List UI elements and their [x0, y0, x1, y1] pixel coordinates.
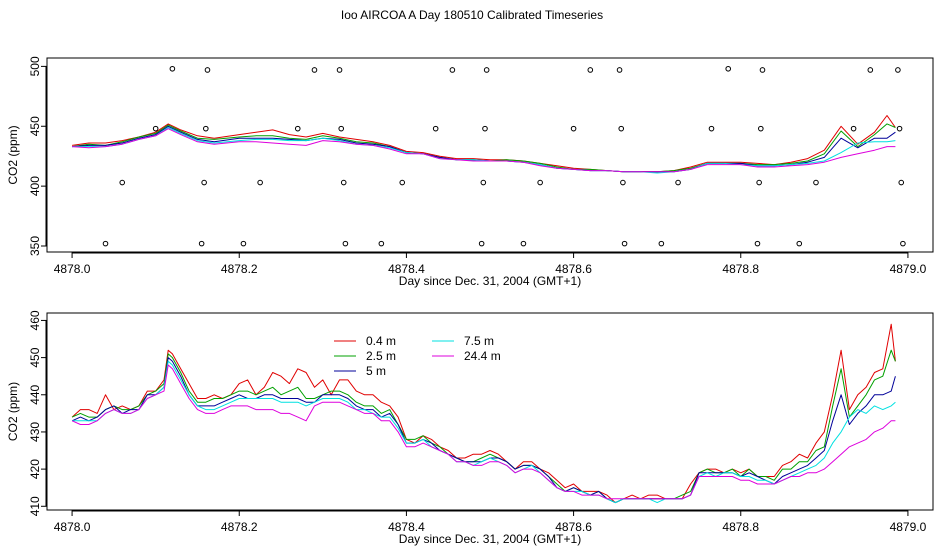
data-point: [201, 179, 207, 186]
data-point: [311, 67, 318, 73]
data-point: [449, 67, 456, 73]
data-point: [342, 240, 349, 247]
x-axis-title: Day since Dec. 31, 2004 (GMT+1): [399, 532, 581, 546]
x-tick-label: 4878.2: [221, 262, 258, 276]
x-tick-label: 4879.0: [890, 262, 927, 276]
x-tick-label: 4878.8: [722, 262, 759, 276]
x-tick-label: 4878.4: [388, 262, 425, 276]
legend-entry: 24.4 m: [432, 349, 501, 363]
y-tick-label: 450: [28, 347, 42, 367]
series-line-7-5-m: [72, 127, 896, 174]
data-point: [675, 179, 681, 186]
data-point: [725, 65, 732, 72]
data-point: [570, 125, 577, 132]
data-point: [102, 240, 109, 247]
data-point: [432, 125, 439, 132]
series-line-24-4-m: [72, 128, 896, 173]
y-tick-label: 450: [28, 116, 42, 136]
data-point: [621, 240, 628, 247]
page-title: Ioo AIRCOA A Day 180510 Calibrated Times…: [341, 8, 603, 22]
x-tick-label: 4878.6: [555, 262, 592, 276]
legend-label: 7.5 m: [464, 334, 494, 348]
data-point: [480, 179, 487, 186]
data-point: [658, 240, 665, 247]
data-point: [482, 125, 488, 132]
data-point: [240, 240, 247, 247]
x-tick-label: 4879.0: [890, 520, 927, 534]
x-tick-label: 4878.6: [555, 520, 592, 534]
data-point: [620, 179, 626, 186]
x-tick-label: 4878.2: [221, 520, 258, 534]
data-point: [813, 179, 819, 186]
data-point: [758, 125, 764, 132]
data-point: [378, 240, 385, 247]
bottom-panel: 4878.0 4878.2 4878.4 4878.6 4878.8 4879.0 410 4…: [6, 310, 934, 546]
legend-label: 24.4 m: [464, 349, 501, 363]
data-point: [336, 67, 343, 73]
data-point: [483, 67, 490, 73]
series-line-0-4-m: [72, 115, 896, 173]
data-point: [537, 179, 543, 186]
y-tick-label: 500: [28, 56, 42, 76]
x-axis-title: Day since Dec. 31, 2004 (GMT+1): [399, 274, 581, 288]
data-point: [152, 125, 159, 132]
data-point: [708, 125, 715, 132]
data-point: [759, 67, 766, 73]
data-point: [867, 67, 874, 73]
x-tick-label: 4878.0: [54, 262, 91, 276]
legend-entry: 7.5 m: [432, 334, 494, 348]
y-tick-label: 430: [28, 422, 42, 442]
top-panel: 4878.0 4878.2 4878.4 4878.6 4878.8 4879.0 350 4…: [6, 56, 934, 288]
legend-entry: 0.4 m: [334, 334, 396, 348]
x-tick-label: 4878.0: [54, 520, 91, 534]
data-point: [204, 67, 211, 73]
y-tick-label: 400: [28, 176, 42, 196]
data-point: [119, 179, 126, 186]
series-line-2-5-m: [71, 349, 896, 504]
data-point: [338, 125, 345, 132]
y-tick-label: 440: [28, 384, 42, 404]
data-point: [257, 179, 263, 186]
data-point: [340, 179, 347, 186]
y-tick-label: 460: [28, 310, 42, 330]
data-point: [756, 179, 762, 186]
y-tick-label: 410: [28, 496, 42, 516]
series-line-5-m: [71, 357, 896, 504]
series-line-24-4-m: [71, 364, 896, 500]
data-point: [898, 179, 905, 186]
legend-entry: 5 m: [334, 364, 386, 378]
y-tick-label: 350: [28, 236, 42, 256]
legend-label: 2.5 m: [366, 349, 396, 363]
data-point: [895, 67, 901, 73]
legend-entry: 2.5 m: [334, 349, 396, 363]
data-point: [618, 125, 625, 132]
data-point: [294, 125, 301, 132]
data-point: [587, 67, 594, 73]
legend-label: 5 m: [366, 364, 386, 378]
plot-frame: [46, 57, 934, 253]
x-tick-label: 4878.8: [722, 520, 759, 534]
data-point: [796, 240, 803, 247]
data-point: [169, 65, 176, 72]
data-point: [850, 125, 857, 132]
data-point: [198, 240, 205, 247]
x-tick-label: 4878.4: [388, 520, 425, 534]
data-point: [754, 240, 761, 247]
data-point: [896, 125, 903, 132]
data-point: [203, 125, 209, 132]
y-axis-title: CO2 (ppm): [6, 125, 20, 184]
y-axis-title: CO2 (ppm): [6, 382, 20, 441]
plot-frame: [46, 312, 934, 511]
data-point: [478, 240, 485, 247]
data-point: [520, 240, 527, 247]
y-tick-label: 420: [28, 459, 42, 479]
data-point: [616, 67, 623, 73]
data-point: [900, 240, 906, 247]
legend-label: 0.4 m: [366, 334, 396, 348]
data-point: [399, 179, 406, 186]
series-line-7-5-m: [72, 360, 896, 504]
